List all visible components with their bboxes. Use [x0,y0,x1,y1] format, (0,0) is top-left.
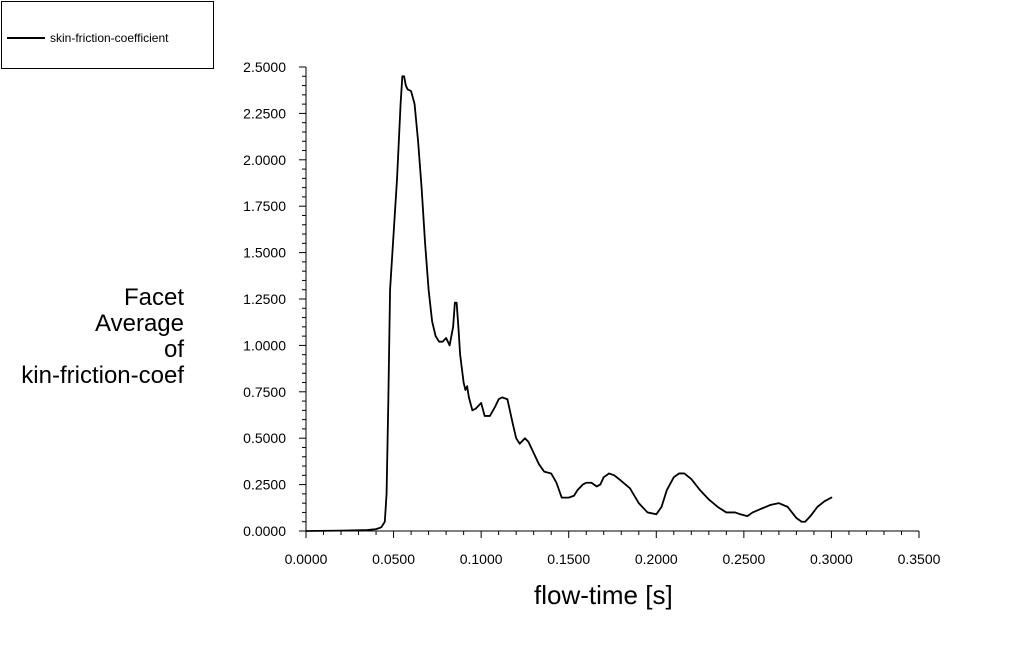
y-tick-label: 1.0000 [243,337,286,353]
y-axis-label-line: Facet [123,284,184,311]
y-tick-label: 1.5000 [243,245,286,261]
legend-swatch [7,37,45,39]
x-tick-label: 0.0000 [285,551,328,567]
y-tick-label: 0.2500 [243,477,286,493]
x-tick-label: 0.2000 [635,551,678,567]
y-axis-label: Facet Average of kin-friction-coef [21,285,184,389]
x-tick-label: 0.3000 [810,551,853,567]
y-tick-label: 0.0000 [243,523,286,539]
x-tick-label: 0.0500 [372,551,415,567]
y-tick-label: 0.5000 [243,430,286,446]
x-tick-label: 0.2500 [722,551,765,567]
y-tick-label: 2.2500 [243,105,286,121]
y-axis-label-line: kin-friction-coef [21,362,184,389]
y-tick-label: 1.2500 [243,291,286,307]
y-tick-label: 2.0000 [243,152,286,168]
y-tick-label: 1.7500 [243,198,286,214]
axes: 0.0000 0.0500 0.1000 0.1500 0.2000 0.2500 0.30… [243,59,940,567]
x-axis-label: flow-time [s] [534,580,673,610]
series-layer [305,75,833,532]
x-tick-label: 0.1500 [547,551,590,567]
x-tick-label: 0.1000 [460,551,503,567]
y-tick-label: 0.7500 [243,384,286,400]
y-axis-label-line: of [163,336,184,363]
x-tick-label: 0.3500 [898,551,941,567]
legend: skin-friction-coefficient [1,1,214,69]
legend-label: skin-friction-coefficient [50,31,169,45]
series-line-skin-friction-coefficient [305,75,833,532]
y-axis-label-line: Average [95,310,184,337]
y-tick-label: 2.5000 [243,59,286,75]
